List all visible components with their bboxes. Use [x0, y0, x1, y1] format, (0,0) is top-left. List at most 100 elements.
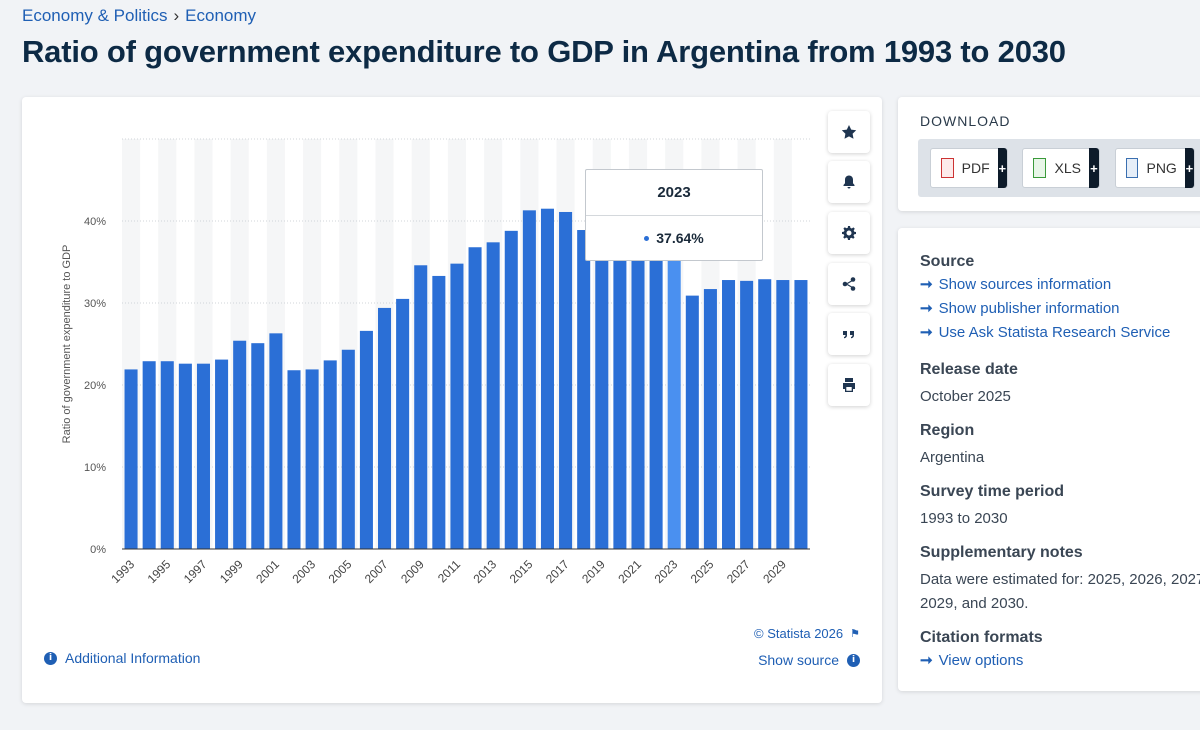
x-tick-label: 2029 [760, 557, 789, 586]
tooltip-value-row: 37.64% [586, 216, 762, 260]
png-options-plus[interactable]: + [1184, 148, 1194, 188]
bar-2024 [685, 295, 699, 549]
bar-2022 [649, 238, 663, 549]
survey-period-heading: Survey time period [920, 483, 1065, 500]
x-tick-label: 2005 [326, 557, 355, 586]
y-tick-label: 30% [84, 298, 106, 310]
bar-2014 [504, 230, 518, 549]
citation-section: Citation formats ➞ View options [920, 629, 1200, 673]
breadcrumb-separator: › [173, 6, 180, 25]
supplementary-notes-line2: 2029, and 2030. [920, 595, 1029, 612]
x-tick-label: 2009 [398, 557, 427, 586]
arrow-right-icon: ➞ [920, 300, 933, 317]
cite-button[interactable] [828, 313, 870, 355]
show-sources-link[interactable]: ➞ Show sources information [920, 273, 1200, 297]
x-tick-label: 1995 [145, 557, 174, 586]
x-tick-label: 2023 [652, 557, 681, 586]
bar-1994 [142, 361, 156, 549]
xls-label: XLS [1054, 160, 1081, 176]
share-button[interactable] [828, 263, 870, 305]
bar-1998 [215, 359, 229, 549]
y-tick-label: 10% [84, 462, 106, 474]
show-publisher-label: Show publisher information [938, 300, 1120, 317]
bar-2027 [740, 280, 754, 549]
show-source-label: Show source [758, 652, 839, 668]
show-publisher-link[interactable]: ➞ Show publisher information [920, 297, 1200, 321]
ask-statista-link[interactable]: ➞ Use Ask Statista Research Service [920, 321, 1200, 345]
x-tick-label: 1993 [108, 557, 137, 586]
bar-2003 [305, 369, 319, 549]
bar-2013 [486, 242, 500, 549]
additional-information-link[interactable]: i Additional Information [44, 650, 200, 666]
bar-2018 [577, 230, 591, 549]
survey-period-value: 1993 to 2030 [920, 510, 1008, 527]
tooltip-series-dot [644, 235, 650, 241]
x-tick-label: 2025 [688, 557, 717, 586]
survey-period-section: Survey time period 1993 to 2030 [920, 483, 1200, 531]
bar-2006 [359, 330, 373, 549]
download-pdf-button[interactable]: PDF + [930, 148, 1008, 188]
x-tick-label: 2001 [253, 557, 282, 586]
favorite-button[interactable] [828, 111, 870, 153]
bar-2025 [703, 289, 717, 549]
bar-2017 [559, 211, 573, 549]
tooltip-year: 2023 [586, 170, 762, 216]
show-source-link[interactable]: Show source i [758, 652, 860, 668]
xls-file-icon [1033, 158, 1047, 178]
view-options-link[interactable]: ➞ View options [920, 649, 1200, 673]
breadcrumb-economy[interactable]: Economy [185, 6, 257, 25]
breadcrumb-economy-politics[interactable]: Economy & Politics [22, 6, 168, 25]
png-label: PNG [1146, 160, 1177, 176]
bar-1999 [233, 340, 247, 549]
download-xls-button[interactable]: XLS + [1022, 148, 1100, 188]
page-title: Ratio of government expenditure to GDP i… [22, 34, 1066, 69]
x-tick-label: 2003 [289, 557, 318, 586]
flag-icon: ⚑ [850, 628, 860, 640]
ask-statista-label: Use Ask Statista Research Service [938, 324, 1171, 341]
download-toolbar: PDF + XLS + PNG + [918, 139, 1200, 197]
region-heading: Region [920, 422, 975, 439]
supplementary-notes-section: Supplementary notes Data were estimated … [920, 544, 1200, 616]
show-sources-label: Show sources information [938, 276, 1112, 293]
settings-button[interactable] [828, 212, 870, 254]
pdf-options-plus[interactable]: + [997, 148, 1007, 188]
x-tick-label: 2019 [579, 557, 608, 586]
supplementary-notes-heading: Supplementary notes [920, 544, 1083, 561]
bell-icon [843, 175, 855, 189]
source-heading: Source [920, 253, 975, 270]
arrow-right-icon: ➞ [920, 324, 933, 341]
download-card: DOWNLOAD PDF + XLS + PNG + [898, 97, 1200, 211]
release-date-value: October 2025 [920, 388, 1011, 405]
bar-2021 [631, 239, 645, 550]
x-tick-label: 2027 [724, 557, 753, 586]
info-icon: i [847, 653, 860, 667]
bar-2026 [722, 280, 736, 549]
bar-2023 [667, 240, 681, 550]
y-tick-label: 0% [90, 544, 106, 556]
release-date-section: Release date October 2025 [920, 361, 1200, 409]
supplementary-notes-line1: Data were estimated for: 2025, 2026, 202… [920, 571, 1200, 588]
bar-1996 [178, 363, 192, 549]
bar-2007 [378, 307, 392, 549]
release-date-heading: Release date [920, 361, 1018, 378]
x-tick-label: 2007 [362, 557, 391, 586]
bar-2010 [432, 275, 446, 549]
chart-tooltip: 2023 37.64% [585, 169, 763, 261]
bar-1993 [124, 369, 138, 549]
png-file-icon [1126, 158, 1139, 178]
star-icon [841, 125, 857, 139]
download-png-button[interactable]: PNG + [1115, 148, 1195, 188]
share-icon [842, 277, 856, 291]
chart-card: 0% 10% 20% 30% 40% 1993 1995 1997 1999 2001 2003 20… [22, 97, 882, 703]
notification-button[interactable] [828, 161, 870, 203]
additional-information-label: Additional Information [65, 650, 201, 666]
bar-2012 [468, 247, 482, 550]
quote-icon [843, 331, 854, 339]
gear-icon [842, 226, 856, 240]
print-button[interactable] [828, 364, 870, 406]
arrow-right-icon: ➞ [920, 652, 933, 669]
statista-copyright[interactable]: © Statista 2026 ⚑ [754, 626, 860, 641]
xls-options-plus[interactable]: + [1088, 148, 1099, 188]
download-title: DOWNLOAD [920, 113, 1011, 129]
x-tick-label: 2015 [507, 557, 536, 586]
